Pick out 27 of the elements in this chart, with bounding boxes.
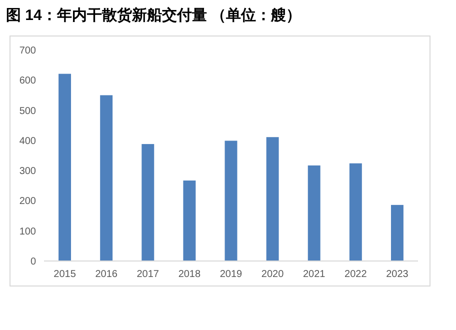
x-tick-label: 2021 — [302, 269, 326, 280]
x-tick-label: 2018 — [178, 269, 202, 280]
y-tick-label: 700 — [19, 46, 36, 56]
bar — [142, 144, 154, 261]
x-tick-label: 2022 — [344, 269, 368, 280]
bar — [224, 140, 238, 261]
bar — [308, 165, 320, 261]
y-tick-label: 400 — [19, 136, 36, 147]
bar — [100, 95, 113, 261]
y-tick-label: 300 — [19, 166, 36, 178]
bar — [58, 74, 72, 261]
bar — [390, 204, 404, 261]
bar — [183, 180, 196, 261]
bar — [266, 137, 279, 261]
y-tick-label: 0 — [30, 256, 36, 268]
x-tick-label: 2017 — [136, 269, 160, 280]
x-tick-label: 2015 — [54, 269, 76, 280]
chart-title: 图 14：年内干散货新船交付量 （单位：艘） — [6, 6, 302, 24]
y-tick-label: 600 — [19, 76, 36, 87]
x-tick-label: 2023 — [386, 269, 409, 280]
x-tick-label: 2020 — [261, 269, 284, 280]
y-tick-label: 200 — [19, 196, 36, 208]
y-tick-label: 500 — [19, 106, 36, 117]
y-tick-label: 100 — [19, 226, 36, 238]
bar — [349, 163, 362, 261]
x-tick-label: 2019 — [220, 269, 243, 280]
x-tick-label: 2016 — [95, 269, 118, 280]
